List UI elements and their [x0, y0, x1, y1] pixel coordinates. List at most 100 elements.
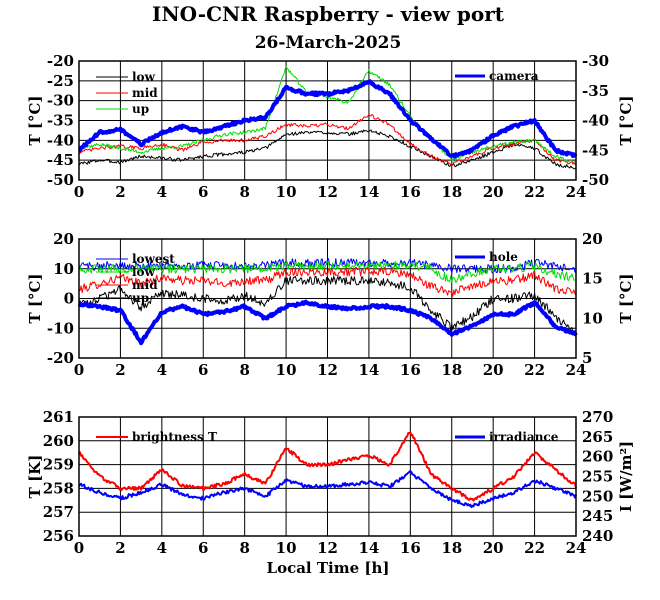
y-tick-label: -30 [47, 92, 74, 110]
y-tick-label: -20 [47, 349, 74, 367]
y2-tick-label: 15 [582, 270, 603, 288]
y2-axis-label: I [W/m²] [617, 441, 635, 512]
x-tick-label: 6 [198, 361, 208, 379]
x-tick-label: 16 [400, 539, 421, 557]
y2-tick-label: -50 [582, 171, 609, 189]
y2-tick-label: -30 [582, 52, 609, 70]
x-tick-label: 14 [358, 183, 379, 201]
y-tick-label: -40 [47, 131, 74, 149]
x-tick-label: 18 [441, 183, 462, 201]
y2-axis-label: T [°C] [617, 273, 635, 323]
x-tick-label: 22 [524, 539, 545, 557]
x-tick-label: 24 [566, 183, 587, 201]
y2-tick-label: -35 [582, 82, 609, 100]
y-axis-label: T [°C] [26, 95, 44, 145]
legend-label: lowest [132, 252, 175, 266]
y2-tick-label: 260 [582, 448, 613, 466]
plot-frame [78, 416, 577, 537]
y-tick-label: 258 [43, 479, 74, 497]
plot-frame [78, 238, 577, 359]
x-tick-label: 10 [276, 361, 297, 379]
y-tick-label: 20 [53, 230, 74, 248]
series-line-camera [77, 79, 578, 159]
x-tick-label: 2 [115, 361, 125, 379]
x-tick-label: 4 [157, 361, 167, 379]
series-line-mid [78, 266, 577, 297]
y-tick-label: 261 [43, 408, 74, 426]
x-tick-label: 6 [198, 539, 208, 557]
y2-tick-label: 270 [582, 408, 613, 426]
y-tick-label: 260 [43, 432, 74, 450]
y-tick-label: 10 [53, 260, 74, 278]
plot-frame [78, 60, 577, 181]
y-tick-label: -35 [47, 112, 74, 130]
x-tick-label: 24 [566, 361, 587, 379]
series-line-up [78, 275, 577, 338]
legend-label: camera [489, 69, 539, 83]
panel-1: -50-45-40-35-30-25-20-50-45-40-35-300 2 4 6… [26, 52, 635, 201]
y2-tick-label: 20 [582, 230, 603, 248]
y-tick-label: -20 [47, 52, 74, 70]
x-tick-label: 8 [239, 361, 249, 379]
y-tick-label: 257 [43, 503, 74, 521]
legend-label: hole [489, 250, 518, 264]
legend-label: irradiance [489, 430, 559, 444]
x-tick-label: 20 [483, 539, 504, 557]
y2-tick-label: 255 [582, 468, 613, 486]
x-tick-label: 8 [239, 183, 249, 201]
legend-label: low [132, 70, 156, 84]
x-tick-label: 14 [358, 539, 379, 557]
chart-title: INO-CNR Raspberry - view port [152, 2, 505, 26]
x-tick-label: 10 [276, 539, 297, 557]
y2-tick-label: -40 [582, 112, 609, 130]
x-tick-label: 14 [358, 361, 379, 379]
chart-subtitle: 26-March-2025 [255, 33, 402, 53]
x-tick-label: 16 [400, 361, 421, 379]
series-line-low [78, 129, 577, 170]
y-tick-label: 256 [43, 527, 74, 545]
x-tick-label: 2 [115, 183, 125, 201]
y2-tick-label: 10 [582, 309, 603, 327]
x-tick-label: 20 [483, 361, 504, 379]
panels: -50-45-40-35-30-25-20-50-45-40-35-300 2 4 6… [26, 52, 635, 557]
y2-tick-label: 250 [582, 487, 613, 505]
series-line-hole [77, 299, 578, 346]
y-tick-label: -10 [47, 319, 74, 337]
series-line-mid [78, 113, 577, 166]
x-axis-label: Local Time [h] [267, 559, 390, 577]
series-line-low [78, 261, 577, 283]
legend-label: mid [132, 278, 158, 292]
x-tick-label: 0 [74, 183, 84, 201]
x-tick-label: 16 [400, 183, 421, 201]
y-axis-label: T [K] [26, 455, 44, 499]
x-tick-label: 8 [239, 539, 249, 557]
x-tick-label: 22 [524, 361, 545, 379]
y-tick-label: 259 [43, 456, 74, 474]
legend-label: mid [132, 86, 158, 100]
x-tick-label: 4 [157, 183, 167, 201]
x-tick-label: 2 [115, 539, 125, 557]
legend-label: up [132, 102, 149, 116]
x-tick-label: 12 [317, 361, 338, 379]
x-tick-label: 0 [74, 361, 84, 379]
y-tick-label: -50 [47, 171, 74, 189]
x-tick-label: 6 [198, 183, 208, 201]
y2-axis-label: T [°C] [617, 95, 635, 145]
x-tick-label: 20 [483, 183, 504, 201]
x-tick-label: 24 [566, 539, 587, 557]
y2-tick-label: 265 [582, 428, 613, 446]
y2-tick-label: 245 [582, 507, 613, 525]
y-tick-label: -25 [47, 72, 74, 90]
y-axis-label: T [°C] [26, 273, 44, 323]
y2-tick-label: -45 [582, 141, 609, 159]
y-tick-label: 0 [64, 290, 74, 308]
legend-label: up [132, 291, 149, 305]
x-tick-label: 22 [524, 183, 545, 201]
x-tick-label: 12 [317, 539, 338, 557]
series-line-irradiance [78, 470, 577, 509]
series-line-brightness-T [78, 431, 577, 502]
